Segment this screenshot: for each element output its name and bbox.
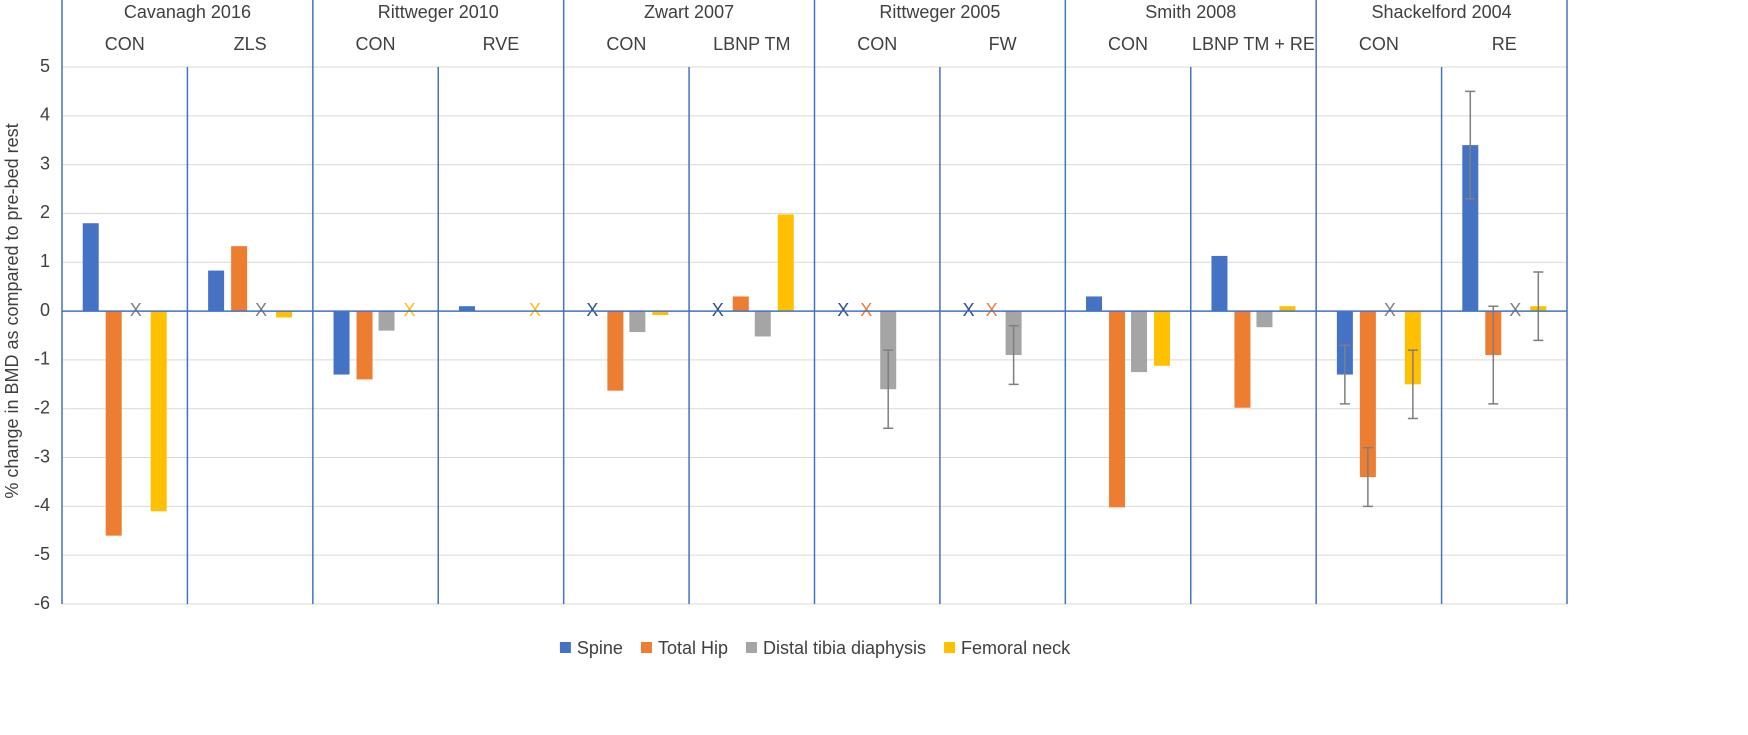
y-tick-label: -2	[34, 397, 50, 417]
error-bar	[883, 349, 894, 430]
x-tick-label: RE	[1492, 34, 1517, 54]
study-label: Smith 2008	[1145, 2, 1236, 22]
y-tick-label: 0	[40, 300, 50, 320]
error-bar	[1488, 305, 1499, 405]
error-bar	[1533, 271, 1544, 342]
x-tick-label: FW	[989, 34, 1017, 54]
bar	[754, 311, 771, 337]
bar	[1154, 311, 1171, 366]
x-tick-label: CON	[356, 34, 396, 54]
error-bar	[1465, 90, 1476, 200]
bar	[1131, 311, 1148, 373]
legend-swatch	[745, 642, 757, 653]
bar	[208, 270, 225, 312]
bar	[378, 311, 395, 331]
legend-label: Spine	[577, 638, 623, 658]
legend-label: Distal tibia diaphysis	[763, 638, 926, 658]
bar	[1109, 311, 1126, 508]
bar	[276, 311, 293, 318]
error-bar	[1339, 344, 1350, 405]
bar	[629, 311, 646, 333]
missing-marker: X	[986, 300, 998, 320]
missing-marker: X	[404, 300, 416, 320]
y-tick-label: -5	[34, 544, 50, 564]
bar	[732, 296, 749, 312]
study-label: Rittweger 2010	[378, 2, 499, 22]
x-tick-label: CON	[857, 34, 897, 54]
legend-label: Total Hip	[658, 638, 728, 658]
legend-swatch	[944, 642, 956, 653]
y-tick-label: 1	[40, 251, 50, 271]
bar	[652, 311, 669, 315]
x-tick-label: CON	[1359, 34, 1399, 54]
y-tick-label: -4	[34, 495, 50, 515]
y-tick-label: 3	[40, 153, 50, 173]
bar	[1256, 311, 1273, 328]
study-label: Rittweger 2005	[879, 2, 1000, 22]
y-axis-label: % change in BMD as compared to pre-bed r…	[2, 123, 22, 498]
bar	[333, 311, 350, 375]
missing-marker: X	[860, 300, 872, 320]
missing-marker: X	[130, 300, 142, 320]
legend-swatch	[559, 642, 571, 653]
bar	[1359, 311, 1376, 478]
x-tick-label: ZLS	[234, 34, 267, 54]
error-bar	[1407, 349, 1418, 420]
bar	[82, 223, 99, 312]
y-tick-label: 5	[40, 56, 50, 76]
x-tick-label: CON	[1108, 34, 1148, 54]
missing-marker: X	[1509, 300, 1521, 320]
study-label: Shackelford 2004	[1372, 2, 1512, 22]
x-tick-label: LBNP TM + RE	[1192, 34, 1315, 54]
bar	[777, 214, 794, 312]
y-tick-label: -1	[34, 349, 50, 369]
bar	[607, 311, 624, 391]
bar	[150, 311, 167, 512]
y-tick-label: -3	[34, 446, 50, 466]
bar	[231, 246, 248, 312]
bar	[1404, 311, 1421, 385]
missing-marker: X	[586, 300, 598, 320]
y-tick-label: 2	[40, 202, 50, 222]
x-tick-label: RVE	[483, 34, 520, 54]
error-bar	[1362, 447, 1373, 508]
y-tick-label: 4	[40, 105, 50, 125]
bar	[458, 306, 475, 312]
x-tick-label: CON	[105, 34, 145, 54]
bar	[356, 311, 373, 380]
bar	[1462, 145, 1479, 312]
y-tick-label: -6	[34, 593, 50, 613]
x-tick-label: LBNP TM	[713, 34, 790, 54]
missing-marker: X	[255, 300, 267, 320]
legend-label: Femoral neck	[961, 638, 1071, 658]
bar	[1279, 306, 1296, 312]
study-label: Cavanagh 2016	[124, 2, 251, 22]
bar	[1234, 311, 1251, 408]
bar	[1086, 296, 1103, 312]
bar	[1211, 255, 1228, 312]
missing-marker: X	[529, 300, 541, 320]
missing-marker: X	[1384, 300, 1396, 320]
bar	[1336, 311, 1353, 375]
bar	[105, 311, 122, 536]
missing-marker: X	[963, 300, 975, 320]
legend-swatch	[640, 642, 652, 653]
missing-marker: X	[712, 300, 724, 320]
x-tick-label: CON	[606, 34, 646, 54]
missing-marker: X	[837, 300, 849, 320]
study-label: Zwart 2007	[644, 2, 734, 22]
error-bar	[1008, 324, 1019, 386]
